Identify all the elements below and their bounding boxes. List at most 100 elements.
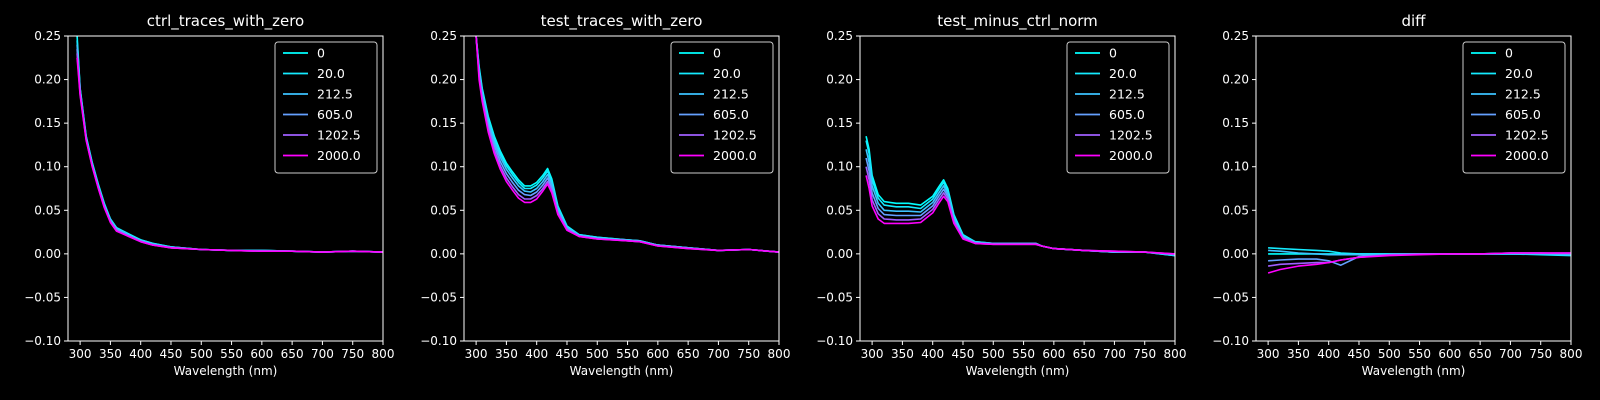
y-tick-label: −0.10 [420, 334, 457, 348]
x-tick-label: 750 [1133, 347, 1156, 361]
x-tick-label: 450 [556, 347, 579, 361]
x-tick-label: 800 [768, 347, 791, 361]
chart-title: ctrl_traces_with_zero [147, 12, 304, 31]
legend: 0 20.0 212.5 605.0 1202.5 2000.0 [274, 41, 378, 174]
y-tick-label: 0.10 [34, 160, 61, 174]
y-tick-label: 0.15 [1222, 116, 1249, 130]
x-tick-label: 650 [1469, 347, 1492, 361]
legend-label: 212.5 [317, 87, 353, 102]
y-tick-label: −0.10 [816, 334, 853, 348]
x-tick-label: 550 [616, 347, 639, 361]
y-tick-label: 0.05 [826, 203, 853, 217]
x-tick-label: 300 [1257, 347, 1280, 361]
legend-label: 1202.5 [317, 128, 361, 143]
x-tick-label: 500 [982, 347, 1005, 361]
y-tick-label: 0.20 [34, 73, 61, 87]
legend: 0 20.0 212.5 605.0 1202.5 2000.0 [1462, 41, 1566, 174]
subplot-1: test_traces_with_zero 300 350 400 450 500 550 6… [420, 12, 790, 378]
series-line-5 [76, 57, 383, 253]
y-tick-label: 0.25 [430, 29, 457, 43]
legend-label: 0 [1505, 46, 1513, 61]
legend: 0 20.0 212.5 605.0 1202.5 2000.0 [1066, 41, 1170, 174]
y-tick-label: 0.25 [1222, 29, 1249, 43]
y-tick-label: 0.20 [430, 73, 457, 87]
series-line-5 [475, 36, 779, 253]
legend-label: 0 [713, 46, 721, 61]
legend-label: 605.0 [317, 107, 353, 122]
x-tick-label: 600 [1042, 347, 1065, 361]
subplot-0: ctrl_traces_with_zero 300 350 400 450 500 550 6… [24, 12, 394, 378]
x-tick-label: 600 [646, 347, 669, 361]
y-tick-label: 0.00 [826, 247, 853, 261]
y-tick-label: 0.00 [430, 247, 457, 261]
x-tick-label: 550 [1012, 347, 1035, 361]
x-tick-label: 500 [586, 347, 609, 361]
x-axis-label: Wavelength (nm) [570, 364, 674, 378]
legend-frame [274, 41, 378, 174]
chart-title: test_minus_ctrl_norm [937, 12, 1098, 31]
y-tick-label: 0.15 [430, 116, 457, 130]
x-tick-label: 700 [311, 347, 334, 361]
x-tick-label: 600 [250, 347, 273, 361]
axes-frame [859, 35, 1176, 342]
legend-label: 1202.5 [713, 128, 757, 143]
legend-label: 212.5 [1505, 87, 1541, 102]
series-line-5 [1267, 252, 1571, 274]
x-tick-label: 400 [921, 347, 944, 361]
x-tick-label: 800 [372, 347, 395, 361]
x-tick-label: 450 [160, 347, 183, 361]
legend-label: 20.0 [713, 66, 741, 81]
chart-title: diff [1401, 12, 1426, 30]
x-tick-label: 650 [1073, 347, 1096, 361]
x-tick-label: 700 [1103, 347, 1126, 361]
axes-frame [463, 35, 780, 342]
legend: 0 20.0 212.5 605.0 1202.5 2000.0 [670, 41, 774, 174]
legend-label: 20.0 [1109, 66, 1137, 81]
x-axis-label: Wavelength (nm) [1362, 364, 1466, 378]
legend-label: 605.0 [713, 107, 749, 122]
x-tick-label: 400 [129, 347, 152, 361]
y-tick-label: 0.10 [826, 160, 853, 174]
y-tick-label: 0.20 [826, 73, 853, 87]
x-tick-label: 750 [341, 347, 364, 361]
y-tick-label: 0.15 [826, 116, 853, 130]
y-tick-label: 0.15 [34, 116, 61, 130]
y-tick-label: −0.10 [1212, 334, 1249, 348]
y-tick-label: −0.10 [24, 334, 61, 348]
x-tick-label: 550 [220, 347, 243, 361]
x-tick-label: 300 [69, 347, 92, 361]
x-tick-label: 700 [1499, 347, 1522, 361]
x-tick-label: 800 [1164, 347, 1187, 361]
x-tick-label: 600 [1438, 347, 1461, 361]
x-tick-label: 400 [525, 347, 548, 361]
x-axis-label: Wavelength (nm) [966, 364, 1070, 378]
y-tick-label: 0.05 [34, 203, 61, 217]
legend-label: 0 [317, 46, 325, 61]
legend-label: 1202.5 [1109, 128, 1153, 143]
x-tick-label: 350 [99, 347, 122, 361]
legend-frame [670, 41, 774, 174]
x-tick-label: 500 [1378, 347, 1401, 361]
x-tick-label: 650 [281, 347, 304, 361]
y-tick-label: 0.25 [34, 29, 61, 43]
legend-label: 605.0 [1505, 107, 1541, 122]
legend-label: 2000.0 [1109, 148, 1153, 163]
x-tick-label: 550 [1408, 347, 1431, 361]
y-tick-label: −0.05 [420, 290, 457, 304]
legend-label: 212.5 [1109, 87, 1145, 102]
y-tick-label: 0.10 [430, 160, 457, 174]
legend-label: 2000.0 [317, 148, 361, 163]
legend-frame [1462, 41, 1566, 174]
chart-title: test_traces_with_zero [541, 12, 703, 31]
legend-label: 605.0 [1109, 107, 1145, 122]
x-tick-label: 450 [952, 347, 975, 361]
y-tick-label: 0.25 [826, 29, 853, 43]
y-tick-label: 0.05 [1222, 203, 1249, 217]
x-tick-label: 750 [737, 347, 760, 361]
x-tick-label: 500 [190, 347, 213, 361]
x-tick-label: 400 [1317, 347, 1340, 361]
x-tick-label: 300 [861, 347, 884, 361]
y-tick-label: −0.05 [816, 290, 853, 304]
y-tick-label: 0.00 [1222, 247, 1249, 261]
